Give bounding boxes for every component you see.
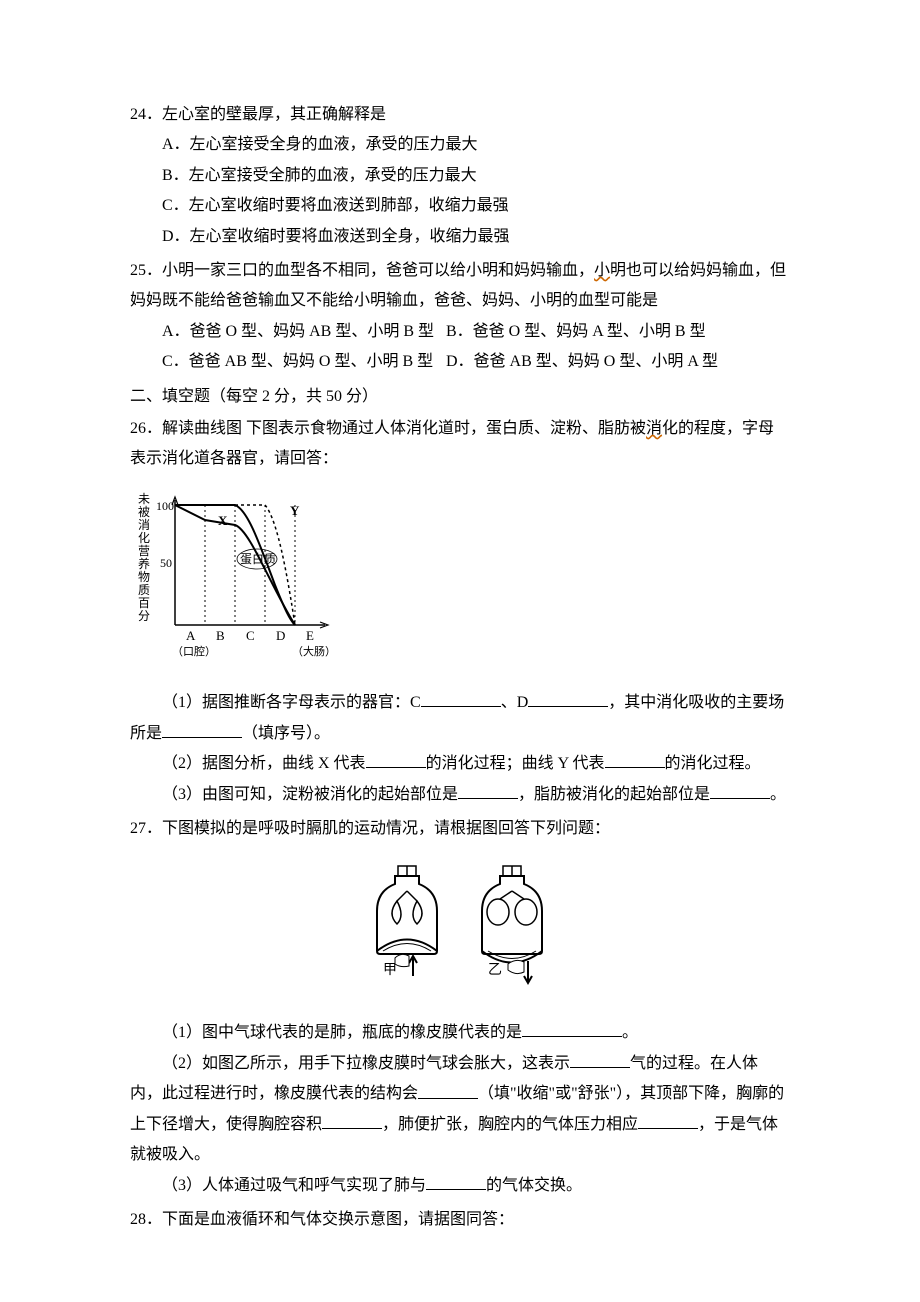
q27-p2a: （2）如图乙所示，用手下拉橡皮膜时气球会胀大，这表示	[162, 1055, 570, 1072]
q27-part2: （2）如图乙所示，用手下拉橡皮膜时气球会胀大，这表示气的过程。在人体内，此过程进…	[130, 1049, 790, 1171]
q25-stem: 25．小明一家三口的血型各不相同，爸爸可以给小明和妈妈输血，小明也可以给妈妈输血…	[130, 256, 790, 317]
q26-p1b: 、D	[501, 694, 529, 711]
q26-part2: （2）据图分析，曲线 X 代表 的消化过程；曲线 Y 代表 的消化过程。	[130, 749, 790, 780]
q26-text1: 解读曲线图 下图表示食物通过人体消化道时，蛋白质、淀粉、脂肪被	[162, 420, 646, 437]
q26-p3c: 。	[770, 786, 786, 803]
blank	[638, 1110, 698, 1129]
blank	[421, 688, 501, 707]
q27-part1: （1）图中气球代表的是肺，瓶底的橡皮膜代表的是 。	[130, 1018, 790, 1049]
q26-p1a: （1）据图推断各字母表示的器官：C	[162, 694, 421, 711]
q25-opt-b: B．爸爸 O 型、妈妈 A 型、小明 B 型	[446, 317, 706, 347]
q27-p2d: ，肺便扩张，胸腔内的气体压力相应	[382, 1116, 638, 1133]
blank	[570, 1049, 630, 1068]
xl-c: C	[246, 628, 255, 643]
digestion-chart-svg: 未 被 消 化 营 养 物 质 百 分 100 50	[130, 485, 340, 665]
blank	[605, 749, 665, 768]
q25-opt-c: C．爸爸 AB 型、妈妈 O 型、小明 B 型	[162, 347, 442, 377]
question-27: 27．下图模拟的是呼吸时膈肌的运动情况，请根据图回答下列问题：	[130, 814, 790, 1201]
q24-stem: 24．左心室的壁最厚，其正确解释是	[130, 100, 790, 130]
question-28: 28．下面是血液循环和气体交换示意图，请据图同答：	[130, 1205, 790, 1235]
blank	[322, 1110, 382, 1129]
q25-options: A．爸爸 O 型、妈妈 AB 型、小明 B 型 B．爸爸 O 型、妈妈 A 型、…	[130, 317, 790, 378]
xl-e-sub: （大肠）	[292, 644, 336, 658]
q24-opt-a: A．左心室接受全身的血液，承受的压力最大	[162, 130, 790, 160]
xl-d: D	[276, 628, 285, 643]
q24-opt-b: B．左心室接受全肺的血液，承受的压力最大	[162, 161, 790, 191]
xl-e: E	[306, 628, 314, 643]
q25-opt-a: A．爸爸 O 型、妈妈 AB 型、小明 B 型	[162, 317, 442, 347]
q24-opt-d: D．左心室收缩时要将血液送到全身，收缩力最强	[162, 222, 790, 252]
q24-text: 左心室的壁最厚，其正确解释是	[162, 106, 386, 123]
q26-chart: 未 被 消 化 营 养 物 质 百 分 100 50	[130, 485, 790, 676]
xl-a-sub: （口腔）	[172, 644, 216, 658]
q27-p3a: （3）人体通过吸气和呼气实现了肺与	[162, 1177, 426, 1194]
q26-p1d: （填序号）。	[242, 725, 330, 742]
label-y: Y	[290, 503, 300, 518]
q24-opt-c: C．左心室收缩时要将血液送到肺部，收缩力最强	[162, 191, 790, 221]
q26-part1: （1）据图推断各字母表示的器官：C、D，其中消化吸收的主要场所是（填序号）。	[130, 688, 790, 749]
q24-options: A．左心室接受全身的血液，承受的压力最大 B．左心室接受全肺的血液，承受的压力最…	[130, 130, 790, 252]
q27-p1a: （1）图中气球代表的是肺，瓶底的橡皮膜代表的是	[162, 1024, 522, 1041]
blank	[522, 1018, 622, 1037]
q26-p3b: ，脂肪被消化的起始部位是	[518, 786, 710, 803]
blank	[366, 749, 426, 768]
blank	[458, 780, 518, 799]
q28-number: 28．	[130, 1211, 162, 1228]
question-25: 25．小明一家三口的血型各不相同，爸爸可以给小明和妈妈输血，小明也可以给妈妈输血…	[130, 256, 790, 378]
q25-wavy: 小	[594, 262, 610, 279]
q25-opt-d: D．爸爸 AB 型、妈妈 O 型、小明 A 型	[446, 347, 718, 377]
xl-b: B	[216, 628, 225, 643]
q28-stem: 28．下面是血液循环和气体交换示意图，请据图同答：	[130, 1205, 790, 1235]
ytick-50: 50	[160, 556, 172, 570]
label-x: X	[218, 513, 228, 528]
q28-text: 下面是血液循环和气体交换示意图，请据图同答：	[162, 1211, 514, 1228]
section-2-title: 二、填空题（每空 2 分，共 50 分）	[130, 382, 790, 412]
q27-p1b: 。	[622, 1024, 638, 1041]
q26-number: 26．	[130, 420, 162, 437]
q25-text-1: 小明一家三口的血型各不相同，爸爸可以给小明和妈妈输血，	[162, 262, 594, 279]
question-24: 24．左心室的壁最厚，其正确解释是 A．左心室接受全身的血液，承受的压力最大 B…	[130, 100, 790, 252]
q26-wavy: 消	[646, 420, 662, 437]
q26-p2c: 的消化过程。	[665, 755, 761, 772]
q27-diagram: 甲 乙	[130, 861, 790, 1002]
q26-part3: （3）由图可知，淀粉被消化的起始部位是 ，脂肪被消化的起始部位是 。	[130, 780, 790, 811]
chart-y-title: 未 被 消 化 营 养 物 质 百 分	[138, 492, 153, 623]
q26-p3a: （3）由图可知，淀粉被消化的起始部位是	[162, 786, 458, 803]
q27-part3: （3）人体通过吸气和呼气实现了肺与 的气体交换。	[130, 1171, 790, 1202]
xl-a: A	[186, 628, 196, 643]
label-jia: 甲	[383, 963, 397, 978]
q27-number: 27．	[130, 820, 162, 837]
diaphragm-model-svg: 甲 乙	[345, 861, 575, 991]
q26-stem: 26．解读曲线图 下图表示食物通过人体消化道时，蛋白质、淀粉、脂肪被消化的程度，…	[130, 414, 790, 475]
question-26: 26．解读曲线图 下图表示食物通过人体消化道时，蛋白质、淀粉、脂肪被消化的程度，…	[130, 414, 790, 810]
q26-p2b: 的消化过程；曲线 Y 代表	[426, 755, 605, 772]
q26-p2a: （2）据图分析，曲线 X 代表	[162, 755, 366, 772]
q27-p3b: 的气体交换。	[486, 1177, 582, 1194]
blank	[426, 1171, 486, 1190]
label-yi: 乙	[488, 962, 502, 978]
blank	[528, 688, 608, 707]
q27-stem: 27．下图模拟的是呼吸时膈肌的运动情况，请根据图回答下列问题：	[130, 814, 790, 844]
blank	[162, 719, 242, 738]
blank	[418, 1079, 478, 1098]
q27-text: 下图模拟的是呼吸时膈肌的运动情况，请根据图回答下列问题：	[162, 820, 610, 837]
ytick-100: 100	[156, 499, 174, 513]
q24-number: 24．	[130, 106, 162, 123]
label-protein: 蛋白质	[240, 551, 276, 566]
blank	[710, 780, 770, 799]
q25-number: 25．	[130, 262, 162, 279]
